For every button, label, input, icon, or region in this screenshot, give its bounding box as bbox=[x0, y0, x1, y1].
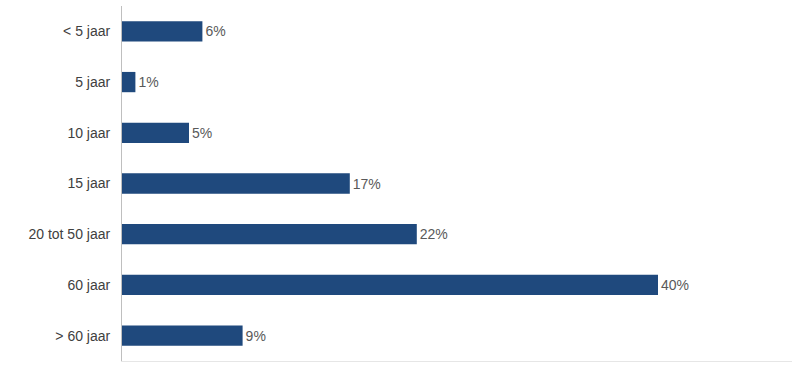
svg-text:5 jaar: 5 jaar bbox=[75, 74, 110, 90]
svg-text:17%: 17% bbox=[353, 176, 381, 192]
svg-text:10 jaar: 10 jaar bbox=[67, 125, 110, 141]
svg-text:15 jaar: 15 jaar bbox=[67, 175, 110, 191]
svg-text:60 jaar: 60 jaar bbox=[67, 277, 110, 293]
svg-text:1%: 1% bbox=[138, 74, 158, 90]
svg-text:6%: 6% bbox=[205, 23, 225, 39]
svg-text:22%: 22% bbox=[420, 226, 448, 242]
svg-text:< 5 jaar: < 5 jaar bbox=[63, 23, 110, 39]
svg-text:20 tot 50 jaar: 20 tot 50 jaar bbox=[28, 226, 110, 242]
svg-text:9%: 9% bbox=[246, 328, 266, 344]
svg-text:40%: 40% bbox=[661, 277, 689, 293]
svg-text:5%: 5% bbox=[192, 125, 212, 141]
svg-text:> 60 jaar: > 60 jaar bbox=[55, 328, 110, 344]
